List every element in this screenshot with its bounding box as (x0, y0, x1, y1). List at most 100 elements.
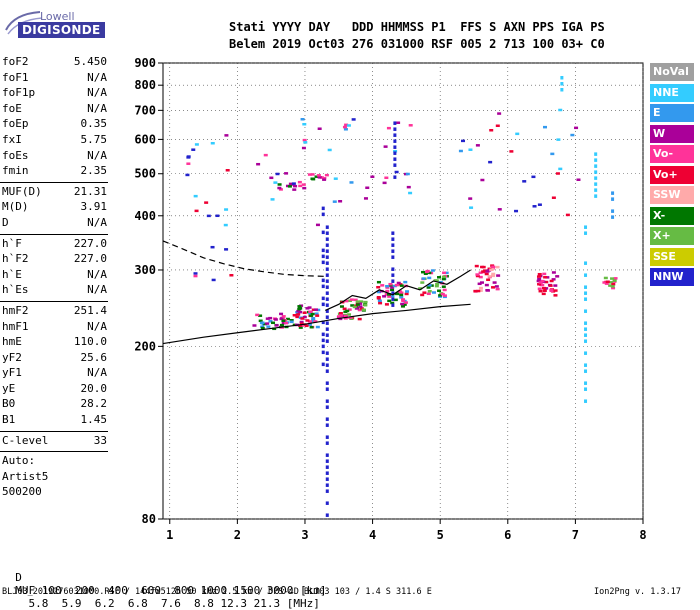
echo-point (193, 272, 198, 275)
param-row: foF1 N/A (0, 71, 110, 87)
legend-item: SSE (650, 247, 694, 266)
param-row: foEp 0.35 (0, 117, 110, 133)
echo-point (265, 322, 270, 325)
echo-point (344, 123, 349, 127)
param-label: fmin (2, 164, 29, 178)
echo-point (400, 305, 405, 308)
echo-point (361, 308, 366, 311)
echo-column-point (321, 320, 325, 325)
echo-point (403, 301, 408, 304)
param-label: B1 (2, 413, 16, 427)
echo-point (538, 289, 543, 293)
echo-point (477, 282, 482, 286)
echo-point (388, 282, 393, 286)
echo-point (532, 205, 537, 208)
autoscale-text: Auto: (2, 454, 36, 468)
echo-point (442, 294, 447, 297)
echo-point (185, 173, 190, 177)
echo-point (545, 276, 550, 279)
echo-column-point (325, 477, 329, 481)
echo-column-point (321, 254, 325, 259)
echo-point (293, 184, 298, 188)
param-row: hmE 110.0 (0, 335, 110, 351)
echo-point (402, 303, 407, 306)
echo-point (338, 200, 343, 203)
y-tick-label: 700 (134, 103, 156, 117)
param-value: 3.91 (80, 200, 108, 214)
param-row: yE 20.0 (0, 382, 110, 398)
param-row: foE N/A (0, 102, 110, 118)
echo-column-point (325, 465, 329, 469)
echo-point (420, 281, 425, 284)
echo-column-point (321, 344, 325, 349)
echo-column-point (584, 399, 588, 403)
echo-point (390, 294, 395, 298)
echo-point (376, 297, 381, 300)
param-row: yF2 25.6 (0, 351, 110, 367)
echo-column-point (325, 243, 329, 247)
legend-item: NNE (650, 83, 694, 102)
echo-point (260, 325, 265, 329)
echo-point (337, 315, 342, 318)
echo-point (474, 264, 479, 268)
echo-point (491, 286, 496, 289)
echo-point (396, 281, 401, 285)
echo-column-point (325, 399, 329, 403)
param-row: yF1 N/A (0, 366, 110, 382)
echo-column-point (325, 483, 329, 487)
echo-column-point (391, 273, 395, 277)
echo-point (478, 275, 483, 279)
param-value: 1.45 (80, 413, 108, 427)
echo-point (384, 303, 389, 306)
echo-point (602, 281, 607, 284)
echo-column-point (321, 206, 325, 211)
param-value: N/A (87, 267, 107, 281)
echo-column-point (325, 279, 329, 283)
echo-column-point (584, 225, 588, 229)
echo-column-point (325, 309, 329, 313)
echo-point (309, 325, 314, 329)
echo-point (468, 197, 473, 200)
param-label: h`F (2, 236, 22, 250)
echo-point (543, 125, 548, 129)
param-value: N/A (87, 319, 107, 333)
echo-point (405, 172, 410, 176)
y-tick-label: 400 (134, 209, 156, 223)
echo-point (363, 197, 368, 200)
echo-column-point (321, 296, 325, 301)
echo-point (565, 213, 570, 217)
echo-point (252, 324, 257, 327)
echo-column-point (594, 170, 598, 174)
echo-point (292, 188, 297, 191)
param-value: 21.31 (73, 184, 107, 198)
param-value: 2.35 (80, 164, 108, 178)
param-separator (0, 180, 110, 185)
echo-point (496, 274, 501, 277)
echo-point (266, 325, 271, 328)
echo-point (426, 292, 431, 296)
echo-point (275, 172, 280, 176)
echo-point (298, 184, 303, 188)
param-label: foE (2, 101, 22, 115)
echo-point (376, 285, 381, 289)
param-value: 25.6 (80, 350, 108, 364)
echo-point (531, 175, 536, 179)
y-tick-label: 500 (134, 167, 156, 181)
param-row: fxI 5.75 (0, 133, 110, 149)
echo-point (363, 303, 368, 307)
echo-point (315, 325, 320, 329)
param-label: D (2, 215, 9, 229)
echo-point (295, 315, 300, 319)
echo-point (401, 299, 406, 302)
echo-point (396, 121, 401, 124)
echo-point (303, 141, 308, 144)
echo-column-point (391, 303, 395, 307)
echo-point (308, 312, 313, 315)
echo-point (343, 314, 348, 318)
echo-point (487, 269, 492, 272)
echo-point (576, 178, 581, 181)
echo-point (310, 173, 315, 176)
echo-point (302, 138, 307, 142)
echo-point (284, 321, 289, 325)
echo-column-point (393, 145, 397, 149)
